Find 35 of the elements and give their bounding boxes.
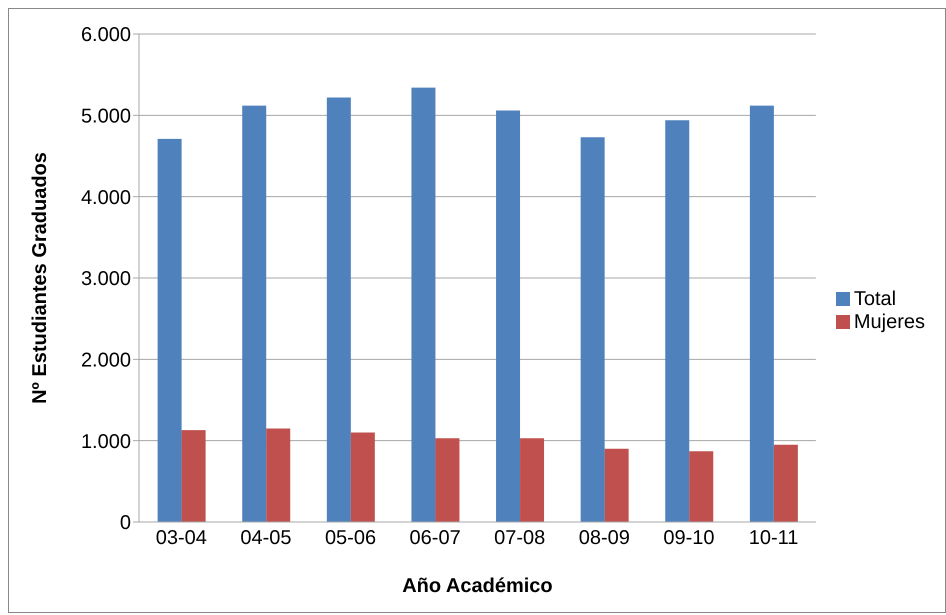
bar bbox=[350, 432, 375, 522]
bar bbox=[580, 137, 605, 522]
bar bbox=[158, 138, 182, 522]
x-axis-title: Año Académico bbox=[402, 575, 553, 597]
bar bbox=[774, 444, 798, 522]
y-tick-label: 5.000 bbox=[80, 105, 131, 128]
x-tick-label: 05-06 bbox=[324, 527, 376, 550]
bar bbox=[435, 438, 460, 522]
x-tick-label: 10-11 bbox=[748, 527, 798, 550]
legend-label: Total bbox=[854, 288, 896, 310]
bar bbox=[604, 448, 629, 522]
bar bbox=[242, 106, 266, 522]
y-tick-label: 4.000 bbox=[80, 186, 131, 209]
y-tick-label: 0 bbox=[120, 512, 131, 534]
x-tick-label: 06-07 bbox=[410, 527, 461, 550]
bar bbox=[411, 88, 436, 522]
bar bbox=[266, 428, 290, 522]
y-tick-label: 3.000 bbox=[80, 268, 131, 290]
bar bbox=[750, 106, 774, 522]
y-tick-label: 2.000 bbox=[80, 349, 131, 372]
bar bbox=[496, 110, 520, 522]
x-tick-label: 03-04 bbox=[156, 527, 207, 550]
y-tick-label: 1.000 bbox=[80, 430, 131, 453]
bar bbox=[520, 438, 544, 522]
x-tick-label: 08-09 bbox=[578, 527, 630, 550]
y-tick-label: 6.000 bbox=[80, 24, 131, 46]
x-tick-label: 09-10 bbox=[663, 527, 715, 550]
bar bbox=[665, 120, 690, 522]
y-axis-title: Nº Estudiantes Graduados bbox=[29, 152, 52, 404]
bar bbox=[326, 97, 351, 522]
legend-label: Mujeres bbox=[854, 310, 925, 332]
bar bbox=[182, 430, 206, 522]
x-tick-label: 04-05 bbox=[240, 527, 292, 550]
x-tick-label: 07-08 bbox=[494, 527, 546, 550]
bar bbox=[689, 451, 714, 522]
